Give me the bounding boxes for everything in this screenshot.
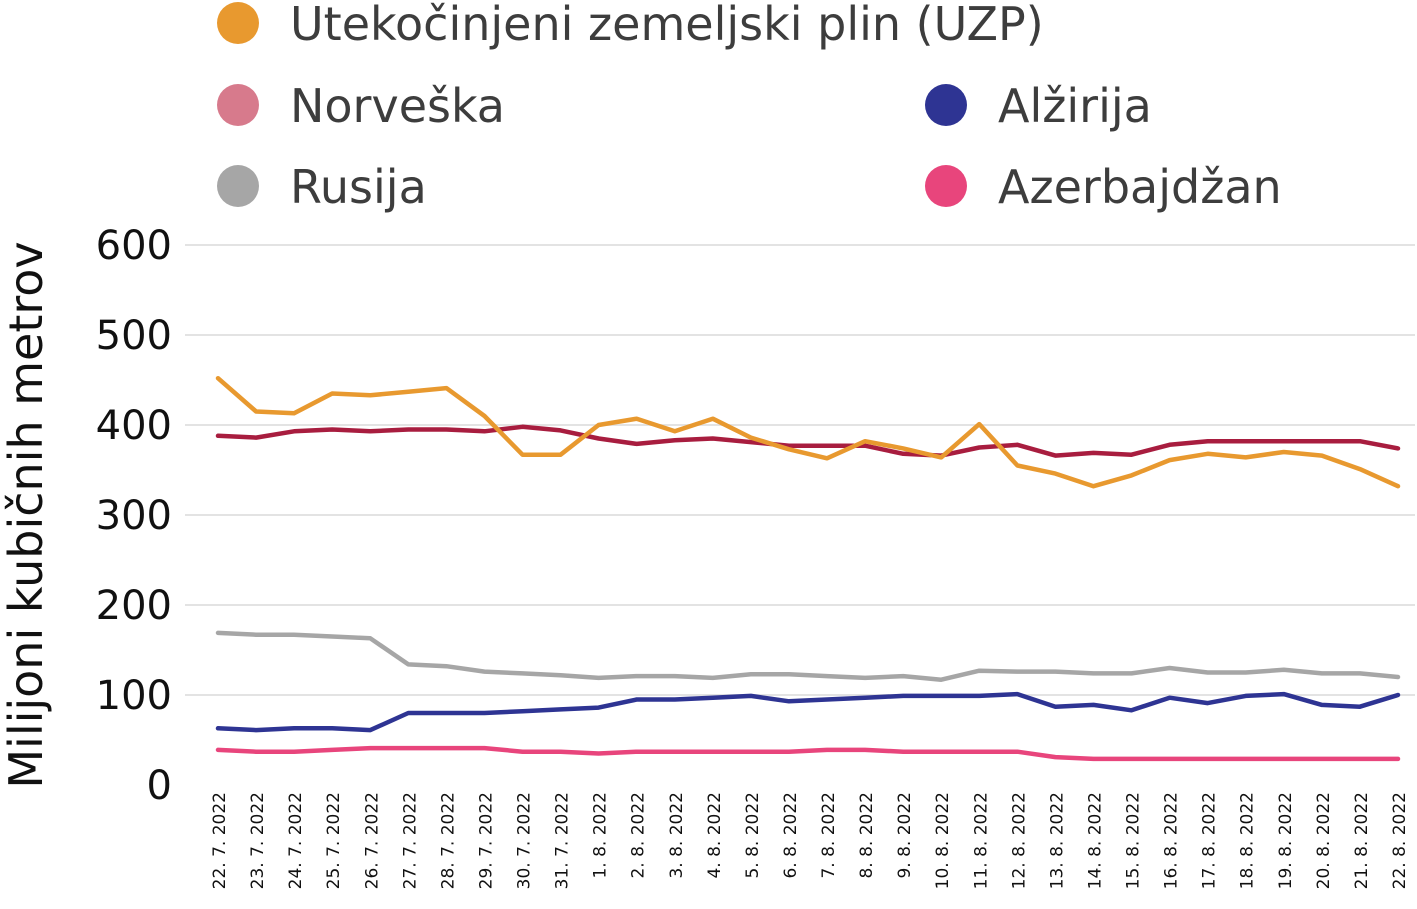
x-tick-label: 7. 8. 2022 <box>819 792 839 879</box>
gridlines <box>185 244 1415 696</box>
series-line-2 <box>215 691 1401 733</box>
y-tick-label: 600 <box>96 223 172 269</box>
x-tick-label: 5. 8. 2022 <box>743 792 763 879</box>
x-tick-label: 3. 8. 2022 <box>667 792 687 879</box>
x-tick-label: 27. 7. 2022 <box>400 792 420 889</box>
x-tick-label: 17. 8. 2022 <box>1200 792 1220 889</box>
x-tick-label: 1. 8. 2022 <box>591 792 611 879</box>
x-tick-label: 4. 8. 2022 <box>705 792 725 879</box>
x-axis-ticks: 22. 7. 2022 23. 7. 2022 24. 7. 2022 25. 7. … <box>210 792 1410 889</box>
series-line-0 <box>215 375 1401 489</box>
x-tick-label: 10. 8. 2022 <box>933 792 953 889</box>
legend-marker <box>217 165 259 207</box>
x-tick-label: 13. 8. 2022 <box>1047 792 1067 889</box>
series-line-3 <box>215 630 1401 682</box>
x-tick-label: 15. 8. 2022 <box>1124 792 1144 889</box>
y-tick-label: 100 <box>96 673 172 719</box>
x-tick-label: 22. 8. 2022 <box>1390 792 1410 889</box>
x-tick-label: 19. 8. 2022 <box>1276 792 1296 889</box>
x-tick-label: 16. 8. 2022 <box>1162 792 1182 889</box>
x-tick-label: 26. 7. 2022 <box>362 792 382 889</box>
y-axis-label: Milijoni kubičnih metrov <box>0 241 53 788</box>
y-axis-ticks: 0 100 200 300 400 500 600 <box>96 223 172 809</box>
series-line-4 <box>215 745 1401 762</box>
x-tick-label: 12. 8. 2022 <box>1009 792 1029 889</box>
legend-label: Utekočinjeni zemeljski plin (UZP) <box>290 0 1044 51</box>
legend: Utekočinjeni zemeljski plin (UZP) Norvešk… <box>217 0 1282 214</box>
x-tick-label: 20. 8. 2022 <box>1314 792 1334 889</box>
x-tick-label: 24. 7. 2022 <box>286 792 306 889</box>
y-tick-label: 300 <box>96 493 172 539</box>
x-tick-label: 28. 7. 2022 <box>438 792 458 889</box>
legend-marker <box>217 84 259 126</box>
x-tick-label: 8. 8. 2022 <box>857 792 877 879</box>
x-tick-label: 23. 7. 2022 <box>248 792 268 889</box>
x-tick-label: 2. 8. 2022 <box>629 792 649 879</box>
series-line-1 <box>215 424 1401 458</box>
series-lines <box>215 375 1401 762</box>
x-tick-label: 30. 7. 2022 <box>515 792 535 889</box>
y-tick-label: 500 <box>96 313 172 359</box>
x-tick-label: 14. 8. 2022 <box>1085 792 1105 889</box>
x-tick-label: 21. 8. 2022 <box>1352 792 1372 889</box>
legend-marker <box>925 84 967 126</box>
x-tick-label: 25. 7. 2022 <box>324 792 344 889</box>
x-tick-label: 29. 7. 2022 <box>476 792 496 889</box>
legend-marker <box>925 165 967 207</box>
legend-label: Norveška <box>290 79 505 133</box>
legend-label: Alžirija <box>998 79 1152 133</box>
legend-marker <box>217 2 259 44</box>
legend-label: Rusija <box>290 160 427 214</box>
x-tick-label: 11. 8. 2022 <box>971 792 991 889</box>
y-tick-label: 0 <box>147 763 172 809</box>
x-tick-label: 9. 8. 2022 <box>895 792 915 879</box>
legend-label: Azerbajdžan <box>998 160 1282 214</box>
x-tick-label: 31. 7. 2022 <box>553 792 573 889</box>
x-tick-label: 18. 8. 2022 <box>1238 792 1258 889</box>
x-tick-label: 6. 8. 2022 <box>781 792 801 879</box>
y-tick-label: 200 <box>96 583 172 629</box>
y-tick-label: 400 <box>96 403 172 449</box>
x-tick-label: 22. 7. 2022 <box>210 792 230 889</box>
